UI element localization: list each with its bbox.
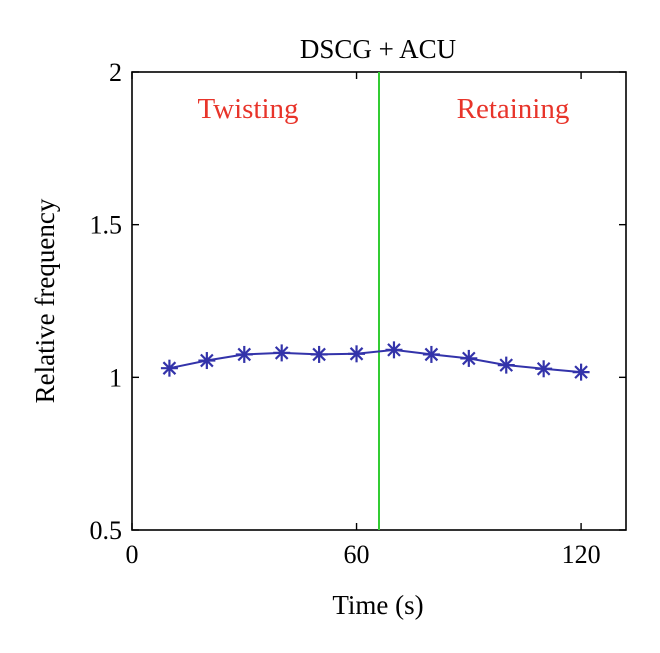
y-tick-label: 2	[109, 58, 122, 87]
x-tick-labels: 0 60 120	[126, 540, 601, 569]
x-tick-label: 120	[562, 540, 601, 569]
x-tick-label: 0	[126, 540, 139, 569]
chart-title: DSCG + ACU	[300, 34, 456, 64]
data-point	[160, 359, 178, 377]
data-point	[572, 363, 590, 381]
y-tick-labels: 0.5 1 1.5 2	[90, 58, 123, 545]
data-point	[460, 349, 478, 367]
y-tick-label: 1	[109, 363, 122, 392]
x-tick-label: 60	[344, 540, 370, 569]
y-tick-label: 0.5	[90, 516, 123, 545]
data-point	[422, 345, 440, 363]
data-point	[535, 360, 553, 378]
series-markers	[160, 341, 590, 381]
annotation-retaining: Retaining	[457, 93, 570, 125]
data-point	[497, 356, 515, 374]
annotation-twisting: Twisting	[197, 93, 298, 125]
data-point	[385, 341, 403, 359]
data-point	[273, 344, 291, 362]
data-point	[348, 345, 366, 363]
y-tick-label: 1.5	[90, 211, 123, 240]
y-axis-title: Relative frequency	[30, 198, 60, 403]
x-axis-title: Time (s)	[332, 590, 423, 620]
data-point	[235, 345, 253, 363]
series-line	[169, 348, 582, 374]
data-point	[198, 352, 216, 370]
axis-ticks	[131, 71, 626, 531]
data-point	[310, 345, 328, 363]
